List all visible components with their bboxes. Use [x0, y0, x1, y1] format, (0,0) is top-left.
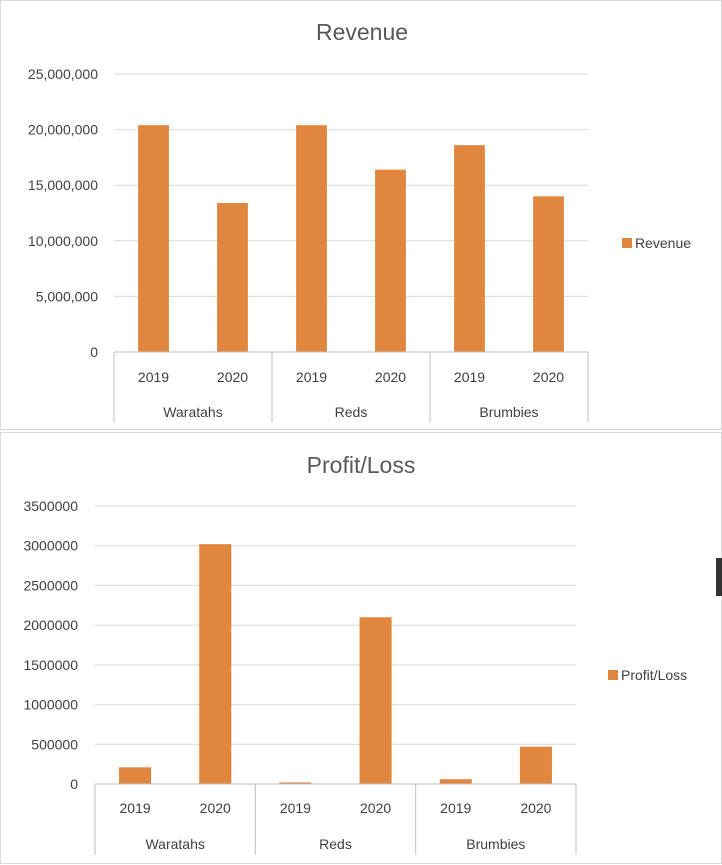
bar — [138, 125, 169, 352]
group-label: Reds — [319, 836, 352, 852]
bar — [359, 617, 392, 784]
group-label: Brumbies — [479, 404, 538, 420]
group-label: Reds — [335, 404, 368, 420]
y-tick-label: 3000000 — [23, 538, 78, 554]
chart-title: Revenue — [316, 19, 408, 45]
x-tick-label: 2019 — [120, 800, 151, 816]
x-tick-label: 2019 — [138, 369, 169, 385]
y-tick-label: 2500000 — [23, 577, 78, 593]
x-tick-label: 2020 — [360, 800, 391, 816]
bar — [375, 169, 406, 352]
x-tick-label: 2020 — [217, 369, 248, 385]
group-label: Brumbies — [466, 836, 525, 852]
legend-swatch — [622, 238, 632, 248]
y-tick-label: 3500000 — [23, 498, 78, 514]
y-tick-label: 2000000 — [23, 617, 78, 633]
legend-label: Revenue — [635, 235, 691, 251]
x-tick-label: 2020 — [200, 800, 231, 816]
y-tick-label: 10,000,000 — [28, 233, 98, 249]
x-tick-label: 2019 — [296, 369, 327, 385]
bar — [296, 125, 327, 352]
bar — [454, 145, 485, 352]
bar — [199, 544, 232, 784]
y-tick-label: 1000000 — [23, 697, 78, 713]
resize-handle[interactable] — [716, 558, 722, 596]
y-tick-label: 0 — [90, 344, 98, 360]
bar — [519, 746, 552, 784]
x-tick-label: 2019 — [280, 800, 311, 816]
group-label: Waratahs — [145, 836, 204, 852]
bar — [279, 782, 312, 784]
y-tick-label: 25,000,000 — [28, 66, 98, 82]
legend-swatch — [608, 670, 618, 680]
x-tick-label: 2020 — [533, 369, 564, 385]
x-tick-label: 2019 — [454, 369, 485, 385]
y-tick-label: 500000 — [31, 736, 78, 752]
y-tick-label: 1500000 — [23, 657, 78, 673]
x-tick-label: 2019 — [440, 800, 471, 816]
x-tick-label: 2020 — [375, 369, 406, 385]
revenue-chart: Revenue 0 5,000,000 10,000,000 15,000,000 20,… — [0, 0, 722, 430]
group-label: Waratahs — [163, 404, 222, 420]
y-tick-label: 15,000,000 — [28, 177, 98, 193]
bar — [439, 779, 472, 784]
revenue-chart-svg: Revenue 0 5,000,000 10,000,000 15,000,000 20,… — [28, 19, 691, 422]
x-tick-label: 2020 — [520, 800, 551, 816]
bar — [217, 202, 248, 352]
legend-label: Profit/Loss — [621, 667, 687, 683]
profit-loss-chart: Profit/Loss 0 500000 1000000 1500000 2000000 2… — [0, 432, 722, 864]
bar — [119, 767, 152, 784]
profit-loss-chart-svg: Profit/Loss 0 500000 1000000 1500000 2000000 2… — [23, 452, 687, 855]
y-tick-label: 5,000,000 — [36, 288, 98, 304]
y-tick-label: 20,000,000 — [28, 122, 98, 138]
y-tick-label: 0 — [70, 776, 78, 792]
chart-title: Profit/Loss — [307, 452, 416, 478]
bar — [533, 196, 564, 352]
